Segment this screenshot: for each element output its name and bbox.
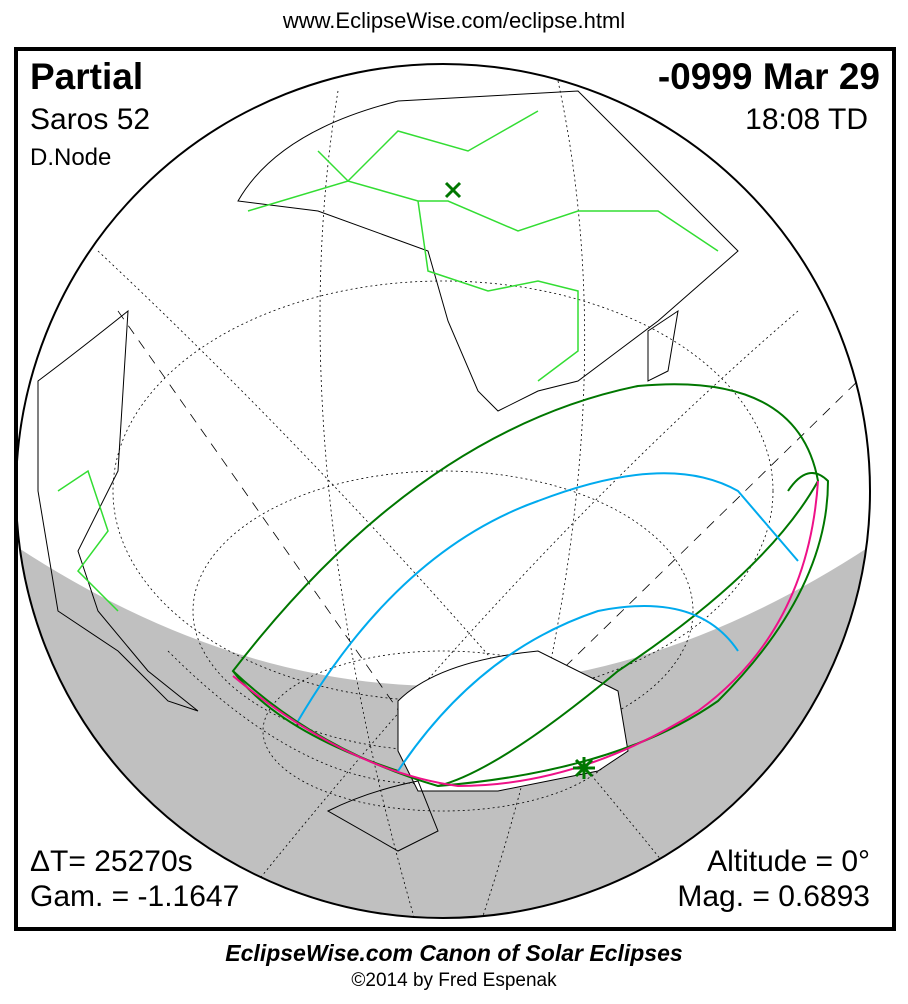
footer-title: EclipseWise.com Canon of Solar Eclipses xyxy=(225,940,683,966)
header-url: www.EclipseWise.com/eclipse.html xyxy=(282,8,626,33)
gamma: Gam. = -1.1647 xyxy=(30,880,240,913)
x-icon xyxy=(444,181,462,199)
magnitude: Mag. = 0.6893 xyxy=(677,880,870,913)
node: D.Node xyxy=(30,144,112,171)
delta-t: ΔT= 25270s xyxy=(30,845,193,878)
globe-outline xyxy=(18,63,871,919)
star-icon xyxy=(573,757,595,779)
saros: Saros 52 xyxy=(30,103,151,136)
eclipse-date: -0999 Mar 29 xyxy=(657,56,880,97)
footer-copyright: ©2014 by Fred Espenak xyxy=(351,970,557,991)
map-frame xyxy=(14,47,896,931)
coastlines xyxy=(37,90,739,852)
eclipse-time: 18:08 TD xyxy=(745,103,868,136)
globe-map xyxy=(18,63,871,919)
borders xyxy=(57,110,719,612)
eclipse-type: Partial xyxy=(30,56,144,97)
altitude: Altitude = 0° xyxy=(707,845,870,878)
